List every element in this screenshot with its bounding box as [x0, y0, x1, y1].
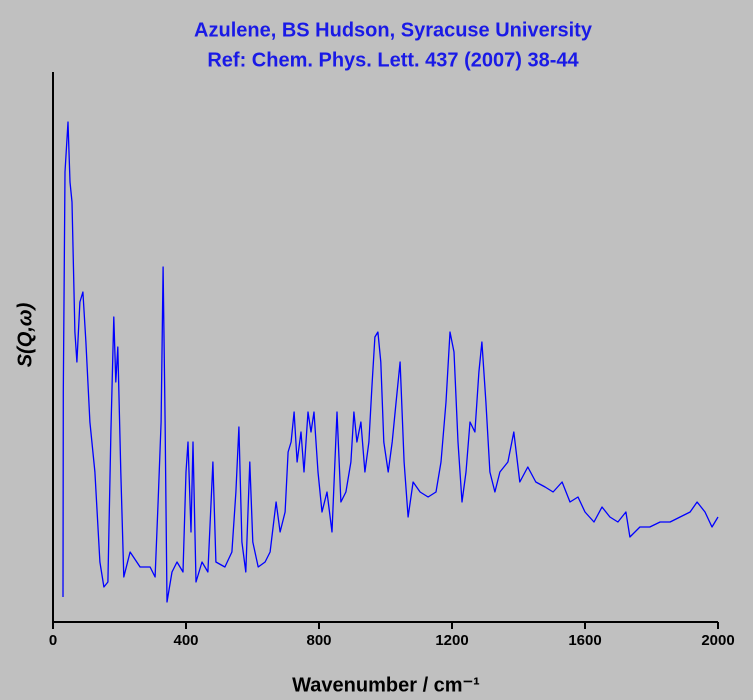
x-tick-label: 1600 — [568, 632, 601, 649]
y-axis-label: S(Q,ω) — [14, 302, 36, 367]
chart-title: Azulene, BS Hudson, Syracuse University — [194, 19, 593, 41]
chart-subtitle: Ref: Chem. Phys. Lett. 437 (2007) 38-44 — [207, 49, 579, 71]
x-axis-label: Wavenumber / cm⁻¹ — [292, 674, 480, 696]
x-tick-label: 2000 — [701, 632, 734, 649]
x-tick-label: 1200 — [435, 632, 468, 649]
x-tick-label: 0 — [49, 632, 57, 649]
spectrum-line — [62, 121, 719, 603]
x-tick-label: 400 — [173, 632, 198, 649]
x-tick-label: 800 — [306, 632, 331, 649]
